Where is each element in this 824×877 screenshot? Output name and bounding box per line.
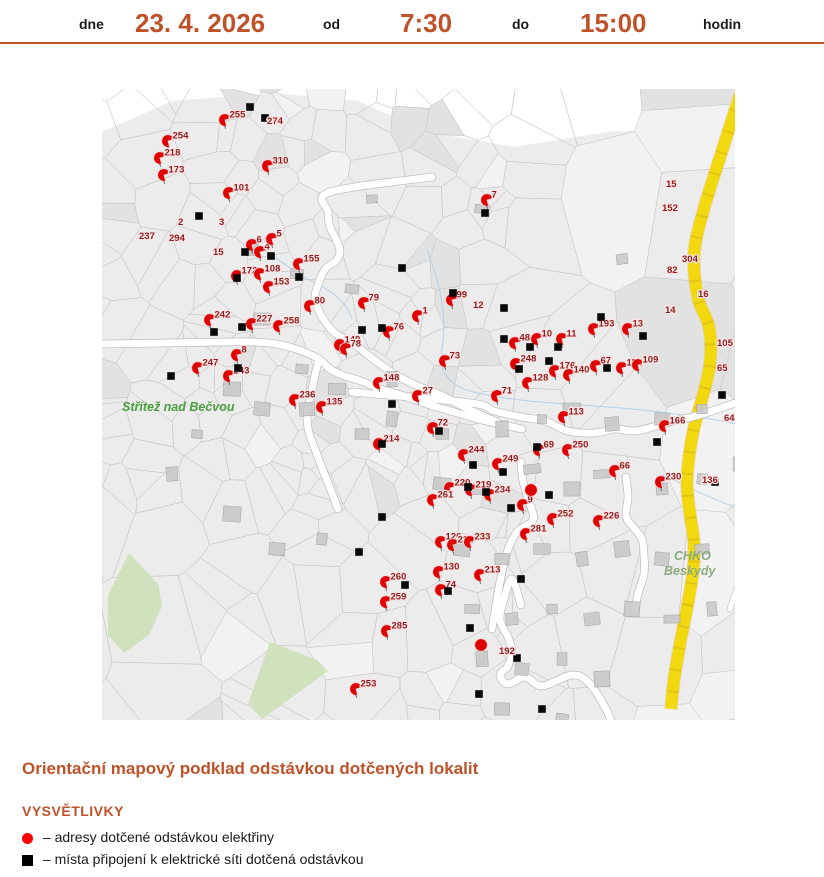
svg-text:99: 99 [457, 290, 468, 301]
svg-text:227: 227 [257, 314, 273, 325]
svg-text:233: 233 [475, 532, 491, 543]
svg-text:5: 5 [277, 229, 283, 240]
svg-text:13: 13 [633, 319, 644, 330]
svg-text:16: 16 [698, 289, 709, 300]
svg-text:109: 109 [643, 355, 659, 366]
svg-text:214: 214 [384, 434, 401, 445]
svg-text:310: 310 [273, 156, 289, 167]
svg-text:230: 230 [666, 472, 682, 483]
svg-text:153: 153 [274, 277, 290, 288]
svg-text:76: 76 [394, 322, 405, 333]
svg-text:15: 15 [213, 247, 224, 258]
svg-text:Beskydy: Beskydy [664, 564, 716, 578]
svg-text:3: 3 [219, 217, 224, 228]
svg-text:261: 261 [438, 490, 455, 501]
svg-text:48: 48 [520, 333, 531, 344]
svg-text:71: 71 [502, 386, 513, 397]
svg-text:255: 255 [230, 110, 247, 121]
svg-text:105: 105 [717, 338, 734, 349]
svg-text:72: 72 [438, 418, 449, 429]
svg-text:244: 244 [469, 445, 486, 456]
svg-text:14: 14 [665, 305, 676, 316]
svg-text:226: 226 [604, 511, 620, 522]
svg-text:148: 148 [384, 373, 400, 384]
svg-text:166: 166 [670, 416, 686, 427]
svg-text:69: 69 [544, 440, 555, 451]
svg-text:192: 192 [499, 646, 515, 657]
svg-text:254: 254 [173, 131, 190, 142]
svg-text:259: 259 [391, 592, 407, 603]
svg-text:236: 236 [300, 390, 316, 401]
svg-text:274: 274 [267, 116, 284, 127]
svg-text:294: 294 [169, 233, 186, 244]
svg-text:237: 237 [139, 231, 155, 242]
svg-text:242: 242 [215, 310, 231, 321]
svg-text:78: 78 [351, 339, 362, 350]
svg-text:250: 250 [573, 440, 589, 451]
svg-text:108: 108 [265, 264, 281, 275]
svg-text:247: 247 [203, 358, 219, 369]
svg-text:79: 79 [369, 293, 380, 304]
svg-text:281: 281 [531, 524, 548, 535]
svg-text:12: 12 [473, 300, 484, 311]
svg-text:Střítež nad Bečvou: Střítež nad Bečvou [122, 400, 235, 414]
svg-text:128: 128 [533, 373, 549, 384]
svg-text:7: 7 [492, 190, 497, 201]
svg-text:1: 1 [423, 306, 429, 317]
svg-text:80: 80 [315, 296, 326, 307]
svg-text:135: 135 [327, 397, 344, 408]
svg-text:218: 218 [165, 148, 181, 159]
svg-text:304: 304 [682, 254, 699, 265]
svg-text:113: 113 [569, 407, 584, 418]
svg-text:130: 130 [444, 562, 460, 573]
svg-text:285: 285 [392, 621, 409, 632]
svg-text:15: 15 [666, 179, 677, 190]
svg-text:252: 252 [558, 509, 574, 520]
svg-text:173: 173 [169, 165, 185, 176]
svg-text:10: 10 [542, 329, 553, 340]
svg-text:213: 213 [485, 565, 501, 576]
svg-text:64: 64 [724, 413, 735, 424]
svg-text:73: 73 [450, 351, 461, 362]
svg-text:27: 27 [423, 386, 434, 397]
svg-text:136: 136 [702, 475, 718, 486]
svg-text:260: 260 [391, 572, 407, 583]
svg-text:2: 2 [178, 217, 183, 228]
svg-text:140: 140 [574, 365, 590, 376]
svg-text:11: 11 [567, 329, 578, 340]
svg-text:248: 248 [521, 354, 537, 365]
svg-text:152: 152 [662, 203, 678, 214]
svg-text:234: 234 [495, 485, 512, 496]
svg-text:258: 258 [284, 316, 300, 327]
svg-text:8: 8 [242, 345, 247, 356]
svg-text:82: 82 [667, 265, 678, 276]
svg-text:253: 253 [361, 679, 377, 690]
svg-text:6: 6 [257, 235, 262, 246]
svg-text:66: 66 [620, 461, 631, 472]
svg-text:CHKO: CHKO [674, 549, 711, 563]
svg-text:155: 155 [304, 254, 321, 265]
svg-text:65: 65 [717, 363, 728, 374]
svg-text:101: 101 [234, 183, 251, 194]
svg-text:249: 249 [503, 454, 519, 465]
